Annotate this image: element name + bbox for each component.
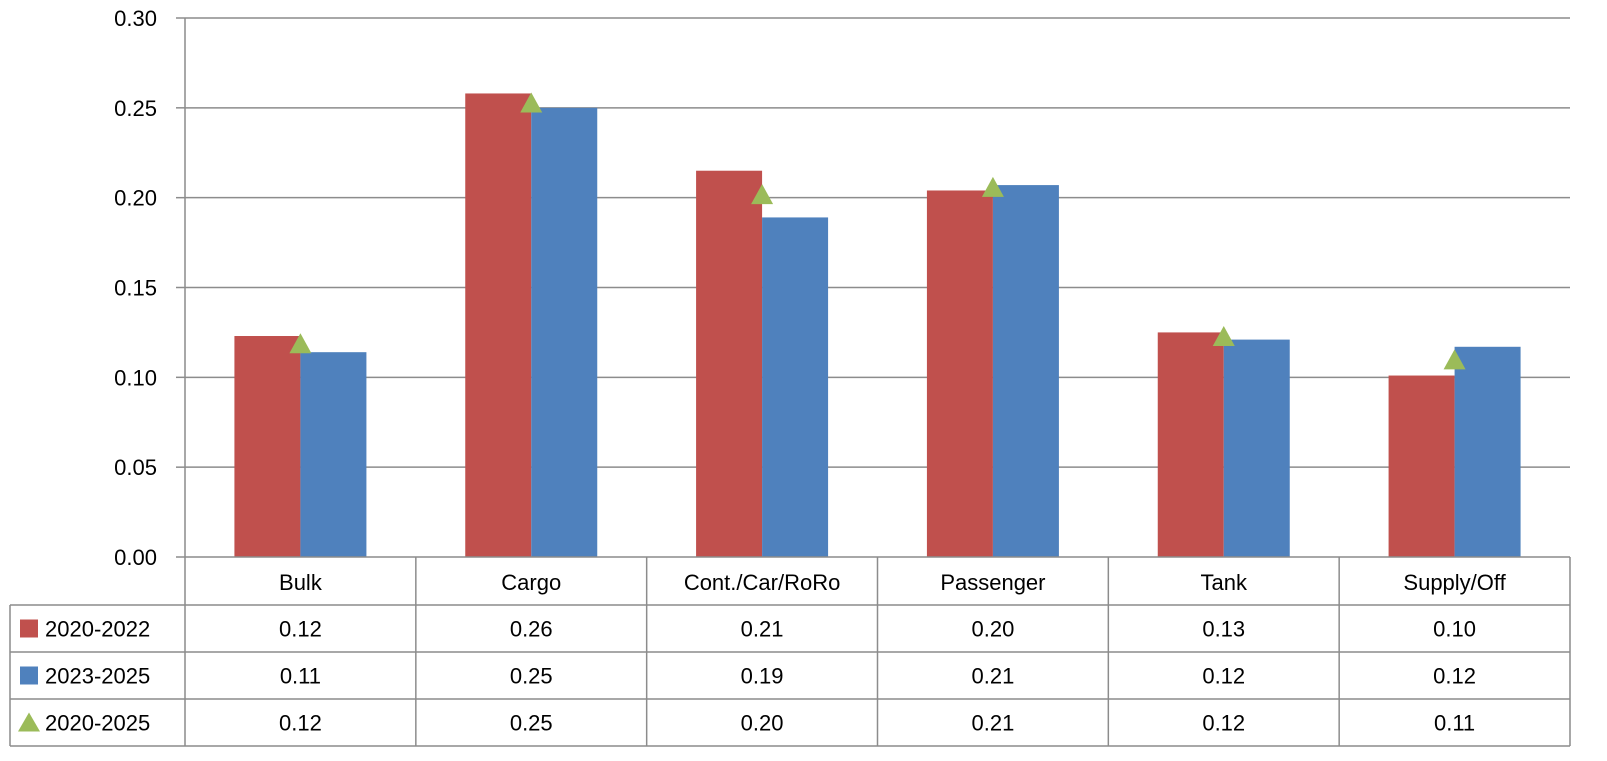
table-cell-value: 0.25 <box>510 711 553 736</box>
table-cell-value: 0.21 <box>972 711 1015 736</box>
marker-2020-2025 <box>1212 326 1235 347</box>
y-tick-label: 0.05 <box>114 455 157 480</box>
bar-2023-2025 <box>992 185 1059 557</box>
bar-2020-2022 <box>1157 332 1224 557</box>
y-tick-label: 0.00 <box>114 545 157 570</box>
bar-2023-2025 <box>531 107 598 557</box>
y-tick-label: 0.30 <box>114 6 157 31</box>
marker-2020-2025 <box>1443 349 1466 370</box>
y-tick-label: 0.10 <box>114 365 157 390</box>
table-cell-value: 0.21 <box>972 664 1015 689</box>
category-label: Passenger <box>940 570 1045 595</box>
markers <box>289 92 1466 370</box>
table-cell-value: 0.20 <box>972 617 1015 642</box>
marker-2020-2025 <box>981 176 1004 197</box>
table-cell-value: 0.12 <box>1202 664 1245 689</box>
y-tick-label: 0.20 <box>114 186 157 211</box>
table-cell-value: 0.12 <box>279 617 322 642</box>
table-cell-value: 0.13 <box>1202 617 1245 642</box>
legend-key-2020-2022 <box>20 619 38 638</box>
marker-2020-2025 <box>289 333 312 354</box>
marker-2020-2025 <box>520 92 543 113</box>
legend-label: 2023-2025 <box>45 664 150 689</box>
legend-key-2023-2025 <box>20 666 38 685</box>
legend-key-2020-2025 <box>18 712 40 732</box>
table-cell-value: 0.20 <box>741 711 784 736</box>
marker-2020-2025 <box>751 184 774 205</box>
category-label: Cont./Car/RoRo <box>684 570 841 595</box>
bar-2023-2025 <box>762 217 829 557</box>
bar-2020-2022 <box>465 93 532 558</box>
axes <box>176 17 1570 746</box>
category-label: Cargo <box>501 570 561 595</box>
table-cell-value: 0.12 <box>279 711 322 736</box>
table-cell-value: 0.11 <box>280 664 321 689</box>
bar-2020-2022 <box>1388 375 1455 557</box>
table-cell-value: 0.12 <box>1433 664 1476 689</box>
bars <box>234 93 1521 558</box>
y-tick-label: 0.15 <box>114 276 157 301</box>
table-cell-value: 0.10 <box>1433 617 1476 642</box>
table-cell-value: 0.19 <box>741 664 784 689</box>
bar-2023-2025 <box>300 352 367 557</box>
category-label: Supply/Off <box>1403 570 1506 595</box>
category-label: Bulk <box>279 570 323 595</box>
table-cell-value: 0.21 <box>741 617 784 642</box>
bar-2023-2025 <box>1454 346 1521 557</box>
gridlines <box>185 17 1570 468</box>
bar-2020-2022 <box>234 336 301 557</box>
table-cell-value: 0.25 <box>510 664 553 689</box>
bar-2020-2022 <box>926 190 993 558</box>
bar-2020-2022 <box>696 170 763 557</box>
y-tick-label: 0.25 <box>114 96 157 121</box>
table-cell-value: 0.26 <box>510 617 553 642</box>
table-cell-value: 0.12 <box>1202 711 1245 736</box>
y-tick-labels: 0.00 0.05 0.10 0.15 0.20 0.25 0.30 <box>114 6 157 570</box>
table-cell-value: 0.11 <box>1434 711 1475 736</box>
data-table: Bulk Cargo Cont./Car/RoRo Passenger Tank Supp… <box>9 557 1571 747</box>
category-label: Tank <box>1201 570 1248 595</box>
legend-label: 2020-2022 <box>45 617 150 642</box>
legend-label: 2020-2025 <box>45 711 150 736</box>
bar-2023-2025 <box>1223 339 1290 557</box>
